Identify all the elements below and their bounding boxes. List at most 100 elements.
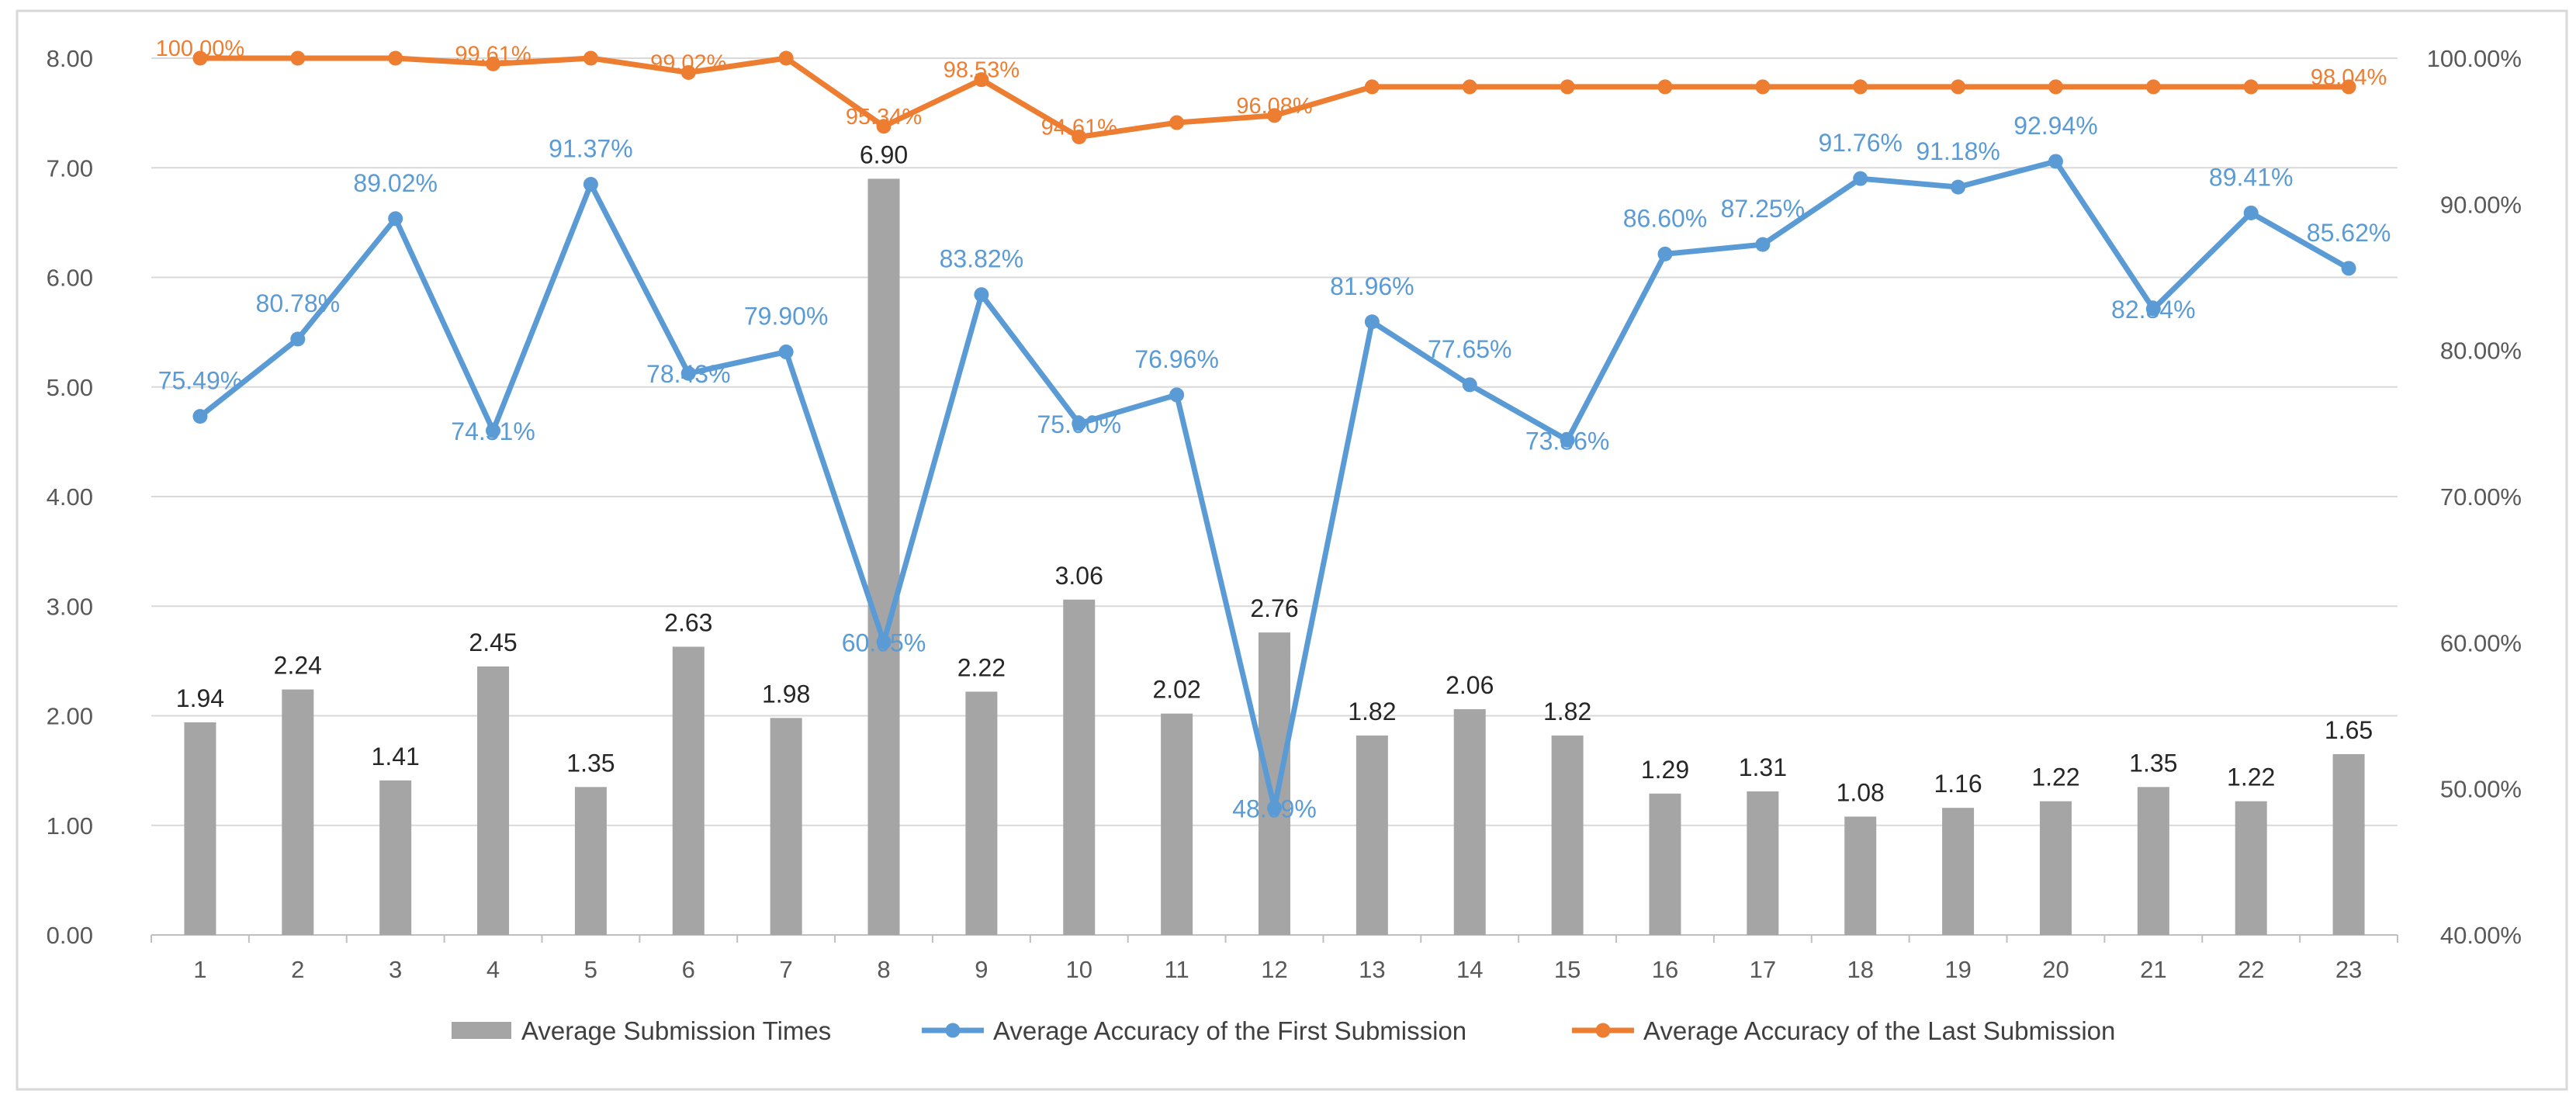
first-submission-data-label: 79.90% [744, 303, 829, 331]
last-submission-point [192, 50, 208, 66]
x-tick-label: 14 [1456, 956, 1483, 983]
first-submission-data-label: 76.96% [1134, 345, 1219, 373]
bar [1161, 713, 1193, 935]
gridlines [151, 57, 2398, 936]
last-submission-data-label: 98.04% [2311, 65, 2387, 90]
bar-data-label: 1.35 [2129, 749, 2177, 777]
x-tick-label: 20 [2042, 956, 2069, 983]
bar-data-label: 2.22 [957, 653, 1006, 681]
first-submission-data-label: 89.41% [2209, 163, 2294, 191]
first-submission-data-label: 75.00% [1037, 410, 1121, 438]
last-submission-data-label: 100.00% [156, 36, 245, 61]
bar-data-label: 1.82 [1348, 698, 1396, 725]
y-right-tick-label: 80.00% [2440, 338, 2522, 365]
last-submission-point [2243, 79, 2259, 95]
y-left-tick-label: 5.00 [47, 374, 93, 401]
last-submission-data-label: 95.34% [846, 105, 922, 130]
last-submission-point [2341, 79, 2356, 95]
last-submission-point [2145, 79, 2161, 95]
first-submission-point [680, 365, 696, 381]
bar [1063, 599, 1096, 935]
chart-border [16, 9, 2568, 1091]
bar [1649, 793, 1681, 935]
first-submission-point [583, 177, 598, 192]
first-submission-data-label: 83.82% [940, 245, 1024, 273]
first-submission-data-label: 75.49% [158, 367, 243, 395]
x-tick-label: 18 [1847, 956, 1873, 983]
data-labels: 1.94 2.24 1.41 2.45 1.35 2.63 1.98 6.90 2.22 3.06… [156, 36, 2391, 822]
bar-data-label: 2.63 [664, 609, 712, 637]
last-submission-point [1560, 79, 1575, 95]
x-tick-label: 15 [1554, 956, 1581, 983]
y-left-tick-label: 2.00 [47, 703, 93, 730]
bar-data-label: 1.41 [372, 743, 420, 770]
bar [1453, 709, 1486, 935]
bar [867, 178, 900, 935]
y-left-tick-label: 0.00 [47, 922, 93, 949]
first-submission-point [1462, 377, 1477, 393]
last-submission-point [1267, 108, 1282, 123]
bar-data-label: 1.65 [2325, 716, 2373, 744]
last-submission-data-label: 99.02% [650, 50, 726, 75]
bar-data-label: 1.35 [566, 749, 615, 777]
first-submission-point [2048, 154, 2063, 169]
bar-series [184, 178, 2365, 935]
x-tick-label: 12 [1261, 956, 1287, 983]
last-submission-point [778, 50, 794, 66]
y-right-tick-label: 50.00% [2440, 776, 2522, 803]
bar-data-label: 2.76 [1250, 594, 1298, 622]
first-submission-data-label: 87.25% [1721, 195, 1806, 223]
last-submission-point [1462, 79, 1477, 95]
first-submission-data-label: 86.60% [1623, 204, 1708, 232]
last-submission-point [290, 50, 306, 66]
bar-data-label: 1.31 [1739, 753, 1787, 781]
first-submission-point [876, 634, 892, 649]
first-submission-point [192, 409, 208, 424]
y-right-tick-label: 70.00% [2440, 483, 2522, 511]
x-tick-label: 19 [1944, 956, 1971, 983]
legend-label: Average Submission Times [521, 1016, 831, 1045]
first-submission-point [290, 331, 306, 347]
first-submission-point [778, 344, 794, 360]
first-submission-point [486, 423, 501, 438]
bar [672, 646, 705, 935]
bar [2235, 801, 2267, 935]
axes: 0.00 1.00 2.00 3.00 4.00 5.00 6.00 7.00 8.00 40.0… [47, 45, 2522, 983]
bar [1259, 632, 1290, 935]
first-submission-data-label: 82.84% [2111, 296, 2196, 324]
legend-item-last-submission: Average Accuracy of the Last Submission [1572, 1016, 2115, 1045]
first-submission-point [1951, 179, 1966, 195]
bar [2332, 753, 2365, 935]
bar-data-label: 1.98 [762, 680, 810, 708]
first-submission-point [1657, 246, 1673, 261]
bar [1356, 735, 1388, 935]
legend: Average Submission Times Average Accuracy… [452, 1016, 2115, 1045]
y-right-tick-label: 40.00% [2440, 922, 2522, 949]
first-submission-data-label: 48.69% [1232, 795, 1317, 822]
first-submission-data-label: 92.94% [2013, 112, 2098, 140]
first-submission-data-label: 91.18% [1916, 137, 2000, 165]
bar-data-label: 2.06 [1446, 671, 1494, 699]
last-submission-data-label: 96.08% [1236, 94, 1312, 119]
bar-data-label: 1.16 [1934, 770, 1982, 798]
x-tick-label: 5 [584, 956, 597, 983]
bar-data-label: 3.06 [1055, 562, 1103, 590]
bar [282, 689, 314, 935]
bar-data-label: 1.94 [176, 684, 224, 712]
x-tick-label: 23 [2335, 956, 2362, 983]
last-submission-point [1657, 79, 1673, 95]
x-tick-label: 11 [1165, 956, 1189, 983]
x-tick-label: 13 [1359, 956, 1385, 983]
legend-item-first-submission: Average Accuracy of the First Submission [922, 1016, 1466, 1045]
last-submission-point [1755, 79, 1771, 95]
first-submission-point [1169, 387, 1185, 403]
y-right-tick-label: 100.00% [2427, 45, 2522, 72]
x-tick-label: 2 [291, 956, 304, 983]
last-submission-point [1853, 79, 1868, 95]
bar-data-label: 2.24 [274, 652, 322, 680]
first-submission-data-label: 78.43% [646, 360, 731, 388]
x-tick-label: 16 [1652, 956, 1678, 983]
first-submission-point [1853, 171, 1868, 186]
